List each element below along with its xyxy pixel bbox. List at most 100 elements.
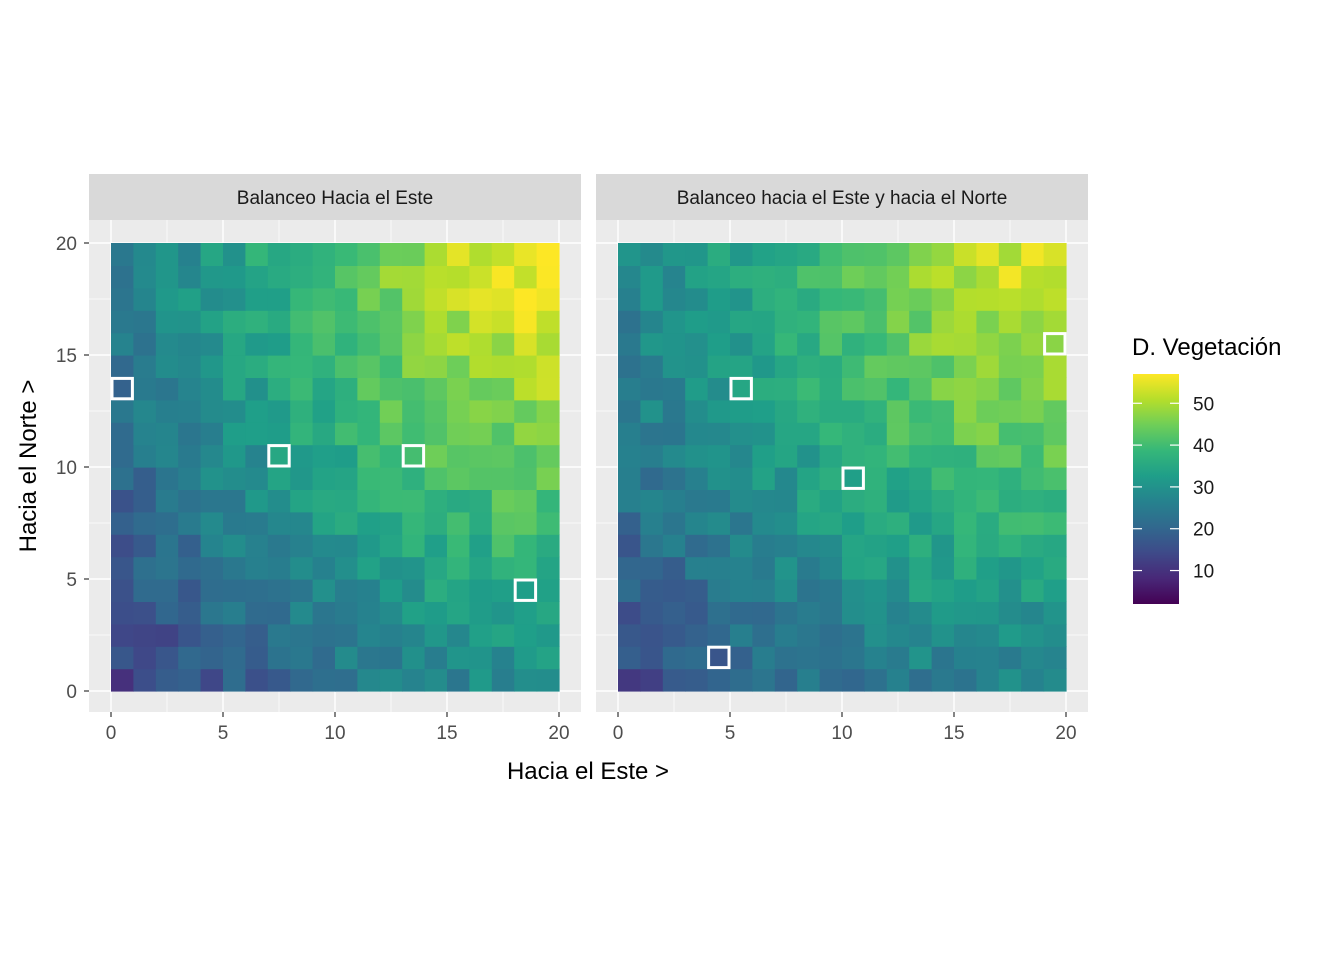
heatmap-tile <box>111 601 134 625</box>
heatmap-tile <box>491 355 515 378</box>
heatmap-tile <box>819 399 843 423</box>
heatmap-tile <box>491 243 515 266</box>
heatmap-tile <box>976 579 1000 602</box>
heatmap-tile <box>267 511 291 535</box>
heatmap-tile <box>469 332 493 356</box>
heatmap-tile <box>797 243 821 266</box>
heatmap-tile <box>954 579 977 602</box>
sample-marker <box>841 466 865 490</box>
heatmap-tile <box>312 511 336 535</box>
sample-marker <box>401 444 426 468</box>
heatmap-tile <box>245 243 269 266</box>
heatmap-tile <box>155 489 179 513</box>
heatmap-tile <box>200 556 224 580</box>
heatmap-tile <box>402 601 426 625</box>
heatmap-tile <box>312 332 336 356</box>
heatmap-tile <box>424 601 448 625</box>
heatmap-tile <box>379 444 403 468</box>
heatmap-tile <box>1021 422 1045 446</box>
facet-panel-east: Balanceo Hacia el Este 0 5 10 15 20 0 5 10 15 20 <box>56 174 581 744</box>
heatmap-tile <box>662 355 686 378</box>
heatmap-tile <box>909 422 933 446</box>
heatmap-tile <box>707 646 731 670</box>
heatmap-tile <box>819 646 843 670</box>
heatmap-tile <box>864 646 888 670</box>
heatmap-tile <box>1021 489 1045 513</box>
heatmap-tile <box>357 444 381 468</box>
heatmap-tile <box>662 287 686 311</box>
heatmap-tile <box>618 399 641 423</box>
heatmap-tile <box>245 601 269 625</box>
facet-panel-east-north: Balanceo hacia el Este y hacia el Norte … <box>596 174 1088 744</box>
heatmap-tile <box>640 511 664 535</box>
heatmap-tile <box>514 511 538 535</box>
heatmap-tile <box>514 243 538 266</box>
heatmap-tile <box>842 399 865 423</box>
heatmap-tile <box>469 355 493 378</box>
heatmap-tile <box>469 623 493 647</box>
heatmap-tile <box>447 422 470 446</box>
heatmap-tile <box>290 623 314 647</box>
legend-colorbar <box>1133 374 1179 604</box>
heatmap-tile <box>618 243 641 266</box>
heatmap-tile <box>662 511 686 535</box>
heatmap-tile <box>133 646 157 670</box>
heatmap-tile <box>536 377 560 401</box>
x-tick-label: 5 <box>218 723 229 744</box>
heatmap-tile <box>640 332 664 356</box>
heatmap-tile <box>245 377 269 401</box>
heatmap-tile <box>864 287 888 311</box>
heatmap-tile <box>155 534 179 558</box>
heatmap-tile <box>155 332 179 356</box>
heatmap-tile <box>335 668 358 692</box>
heatmap-tile <box>931 377 955 401</box>
heatmap-tile <box>797 377 821 401</box>
heatmap-tile <box>424 511 448 535</box>
heatmap-tile <box>998 668 1022 692</box>
heatmap-tile <box>707 467 731 490</box>
heatmap-tile <box>111 422 134 446</box>
heatmap-tile <box>640 444 664 468</box>
heatmap-tile <box>1021 601 1045 625</box>
heatmap-tile <box>491 332 515 356</box>
x-tick-label: 15 <box>436 723 457 744</box>
heatmap-tile <box>379 422 403 446</box>
heatmap-tile <box>357 243 381 266</box>
heatmap-tile <box>998 489 1022 513</box>
heatmap-tile <box>931 579 955 602</box>
heatmap-tile <box>730 287 753 311</box>
heatmap-tile <box>1043 534 1067 558</box>
heatmap-tile <box>312 310 336 334</box>
heatmap-tile <box>514 377 538 401</box>
heatmap-tile <box>842 422 865 446</box>
heatmap-tile <box>290 444 314 468</box>
heatmap-tile <box>357 511 381 535</box>
heatmap-tile <box>640 534 664 558</box>
heatmap-tile <box>312 646 336 670</box>
heatmap-tile <box>155 287 179 311</box>
heatmap-tile <box>424 579 448 602</box>
heatmap-tile <box>536 243 560 266</box>
heatmap-tile <box>842 534 865 558</box>
heatmap-tile <box>662 243 686 266</box>
heatmap-tile <box>662 534 686 558</box>
sample-marker <box>1043 332 1067 356</box>
heatmap-tile <box>469 243 493 266</box>
heatmap-tile <box>640 243 664 266</box>
heatmap-tile <box>909 556 933 580</box>
heatmap-tile <box>774 556 798 580</box>
heatmap-tile <box>402 355 426 378</box>
heatmap-tile <box>842 601 865 625</box>
x-tick-label: 20 <box>548 723 569 744</box>
heatmap-tile <box>312 534 336 558</box>
heatmap-tile <box>998 399 1022 423</box>
heatmap-tile <box>402 444 426 468</box>
heatmap-tile <box>155 444 179 468</box>
heatmap-tile <box>886 646 910 670</box>
heatmap-tile <box>111 646 134 670</box>
heatmap-tile <box>730 467 753 490</box>
heatmap-tile <box>379 355 403 378</box>
heatmap-tile <box>402 287 426 311</box>
heatmap-tile <box>819 332 843 356</box>
heatmap-tile <box>491 623 515 647</box>
